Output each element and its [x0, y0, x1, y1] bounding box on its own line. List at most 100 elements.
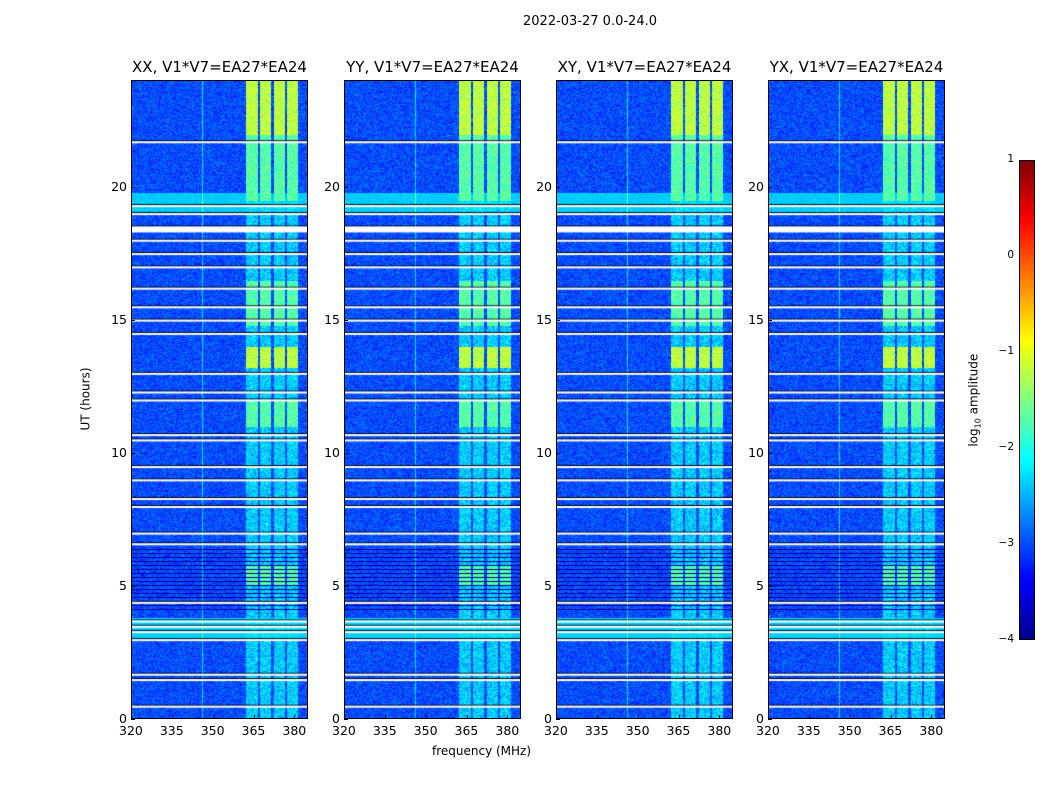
x-tick-mark	[637, 715, 639, 719]
y-tick-mark	[344, 186, 348, 188]
y-tick-mark	[768, 319, 772, 321]
figure-title: 2022-03-27 0.0-24.0	[523, 14, 657, 29]
x-tick-label: 320	[119, 723, 143, 738]
y-tick-mark	[556, 585, 560, 587]
y-tick-mark	[344, 452, 348, 454]
x-tick-mark	[849, 715, 851, 719]
y-tick-mark	[768, 186, 772, 188]
x-tick-mark	[384, 715, 386, 719]
colorbar-tick-label: −2	[998, 441, 1014, 453]
colorbar-tick-label: −3	[998, 537, 1014, 549]
colorbar	[1019, 160, 1035, 640]
x-tick-mark	[253, 715, 255, 719]
x-tick-label: 365	[241, 723, 266, 738]
y-tick-label: 5	[119, 577, 127, 593]
colorbar-label-sub: 10	[973, 418, 983, 429]
x-tick-label: 350	[413, 723, 438, 738]
y-tick-label: 5	[756, 577, 764, 593]
y-tick-label: 15	[324, 311, 340, 327]
x-tick-mark	[466, 715, 468, 719]
x-tick-label: 380	[495, 723, 520, 738]
spectrogram-panel-0	[131, 80, 308, 719]
x-tick-label: 335	[159, 723, 184, 738]
y-tick-label: 5	[544, 577, 552, 593]
x-tick-mark	[596, 715, 598, 719]
x-tick-mark	[768, 715, 769, 719]
x-axis-label: frequency (MHz)	[432, 744, 532, 758]
panel-title: XX, V1*V7=EA27*EA24	[132, 58, 307, 76]
spectrogram-heatmap	[345, 81, 520, 718]
y-tick-mark	[344, 719, 348, 720]
x-tick-label: 365	[666, 723, 691, 738]
x-tick-mark	[678, 715, 680, 719]
y-tick-label: 10	[748, 444, 764, 460]
y-tick-mark	[131, 319, 135, 321]
x-tick-label: 350	[625, 723, 650, 738]
y-axis-label: UT (hours)	[78, 367, 93, 431]
x-tick-mark	[212, 715, 214, 719]
x-tick-mark	[719, 715, 721, 719]
x-tick-label: 380	[707, 723, 732, 738]
y-tick-label: 15	[748, 311, 764, 327]
y-tick-label: 10	[536, 444, 552, 460]
x-tick-mark	[294, 715, 296, 719]
y-tick-label: 20	[748, 178, 764, 194]
x-tick-label: 365	[878, 723, 903, 738]
y-tick-mark	[131, 452, 135, 454]
panel-title: XY, V1*V7=EA27*EA24	[557, 58, 732, 76]
y-tick-mark	[768, 585, 772, 587]
spectrogram-heatmap	[557, 81, 732, 718]
x-tick-mark	[890, 715, 892, 719]
x-tick-label: 335	[796, 723, 821, 738]
y-tick-label: 0	[756, 711, 764, 726]
spectrogram-panel-3	[768, 80, 945, 719]
y-tick-mark	[131, 186, 135, 188]
y-tick-mark	[556, 319, 560, 321]
panel-title: YX, V1*V7=EA27*EA24	[769, 58, 944, 76]
y-tick-label: 0	[332, 711, 340, 726]
x-tick-label: 335	[372, 723, 397, 738]
y-tick-label: 10	[111, 444, 127, 460]
x-tick-label: 380	[282, 723, 307, 738]
y-tick-mark	[131, 719, 135, 720]
y-tick-mark	[344, 319, 348, 321]
x-tick-label: 380	[919, 723, 944, 738]
y-tick-label: 5	[332, 577, 340, 593]
spectrogram-heatmap	[769, 81, 944, 718]
y-tick-label: 0	[544, 711, 552, 726]
y-tick-label: 20	[324, 178, 340, 194]
x-tick-mark	[808, 715, 810, 719]
x-tick-label: 320	[756, 723, 780, 738]
panel-title: YY, V1*V7=EA27*EA24	[346, 58, 519, 76]
x-tick-mark	[507, 715, 509, 719]
x-tick-mark	[131, 715, 132, 719]
colorbar-tick-label: 1	[1007, 153, 1014, 165]
x-tick-label: 350	[200, 723, 225, 738]
y-tick-mark	[556, 719, 560, 720]
x-tick-label: 320	[332, 723, 356, 738]
y-tick-label: 15	[536, 311, 552, 327]
x-tick-mark	[931, 715, 933, 719]
y-tick-mark	[556, 186, 560, 188]
x-tick-mark	[556, 715, 557, 719]
x-tick-label: 335	[584, 723, 609, 738]
colorbar-tick-label: 0	[1007, 249, 1014, 261]
y-tick-mark	[768, 452, 772, 454]
x-tick-label: 350	[837, 723, 862, 738]
y-tick-label: 0	[119, 711, 127, 726]
y-tick-mark	[556, 452, 560, 454]
x-tick-mark	[171, 715, 173, 719]
colorbar-label: log10 amplitude	[966, 354, 982, 447]
x-tick-mark	[344, 715, 345, 719]
x-tick-label: 320	[544, 723, 568, 738]
y-tick-label: 20	[536, 178, 552, 194]
spectrogram-panel-2	[556, 80, 733, 719]
colorbar-label-rest: amplitude	[966, 353, 981, 419]
spectrogram-panel-1	[344, 80, 521, 719]
y-tick-mark	[131, 585, 135, 587]
y-tick-label: 20	[111, 178, 127, 194]
y-tick-label: 15	[111, 311, 127, 327]
colorbar-label-log: log	[966, 428, 981, 447]
colorbar-tick-label: −4	[998, 633, 1014, 645]
